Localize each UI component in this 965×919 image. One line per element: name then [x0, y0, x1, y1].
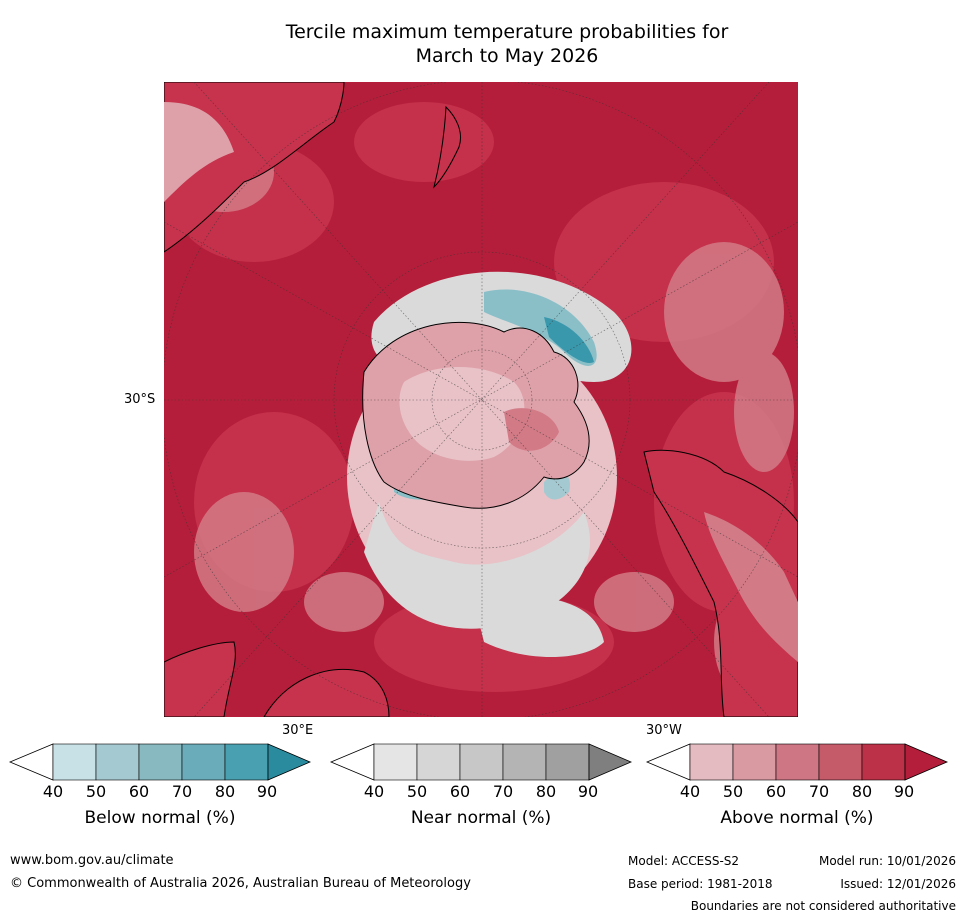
- tick-90: 90: [256, 782, 278, 801]
- colorbar-above-normal-swatches: [645, 743, 949, 781]
- tick-60: 60: [128, 782, 150, 801]
- colorbar-swatch-2: [95, 743, 140, 781]
- map-title: Tercile maximum temperature probabilitie…: [164, 20, 850, 68]
- colorbar-min-triangle: [645, 743, 691, 781]
- map-canvas: [164, 82, 798, 717]
- colorbar-near-normal-ticks: 40 50 60 70 80 90: [331, 782, 631, 802]
- antarctica-east-shade: [504, 408, 559, 451]
- boundaries-disclaimer: Boundaries are not considered authoritat…: [690, 899, 956, 913]
- tick-60: 60: [449, 782, 471, 801]
- colorbar-near-normal-label: Near normal (%): [410, 808, 552, 828]
- tick-90: 90: [893, 782, 915, 801]
- model-run-date: Model run: 10/01/2026: [818, 854, 956, 868]
- longitude-label-30e: 30°E: [282, 723, 314, 738]
- tick-90: 90: [577, 782, 599, 801]
- colorbar-swatch-4: [181, 743, 226, 781]
- colorbar-near-normal-swatches: [329, 743, 633, 781]
- tick-70: 70: [492, 782, 514, 801]
- colorbar-swatch-2: [732, 743, 777, 781]
- copyright-text: © Commonwealth of Australia 2026, Austra…: [10, 876, 471, 891]
- base-period: Base period: 1981-2018: [628, 877, 773, 891]
- model-name: Model: ACCESS-S2: [628, 854, 740, 868]
- website-link[interactable]: www.bom.gov.au/climate: [10, 853, 174, 868]
- colorbar-below-normal-swatches: [8, 743, 312, 781]
- colorbar-min-triangle: [329, 743, 375, 781]
- tick-50: 50: [722, 782, 744, 801]
- colorbar-swatch-3: [459, 743, 504, 781]
- colorbar-swatch-4: [502, 743, 547, 781]
- colorbar-near-normal: [329, 743, 633, 781]
- colorbar-swatch-5: [545, 743, 590, 781]
- colorbar-swatch-3: [775, 743, 820, 781]
- issued-date: Issued: 12/01/2026: [840, 877, 956, 891]
- colorbar-swatch-5: [861, 743, 906, 781]
- tick-40: 40: [363, 782, 385, 801]
- africa-landmass: [164, 641, 236, 717]
- tick-80: 80: [535, 782, 557, 801]
- new-zealand-landmass: [433, 105, 461, 189]
- colorbar-swatch-4: [818, 743, 863, 781]
- colorbar-above-normal-ticks: 40 50 60 70 80 90: [647, 782, 947, 802]
- colorbar-swatch-1: [52, 743, 97, 781]
- tick-40: 40: [42, 782, 64, 801]
- colorbar-above-normal-label: Above normal (%): [720, 808, 874, 828]
- colorbar-below-normal-label: Below normal (%): [84, 808, 236, 828]
- colorbar-below-normal-ticks: 40 50 60 70 80 90: [10, 782, 310, 802]
- tick-60: 60: [765, 782, 787, 801]
- colorbar-swatch-1: [373, 743, 418, 781]
- tick-70: 70: [808, 782, 830, 801]
- australia-interior: [164, 102, 234, 202]
- colorbar-max-triangle: [588, 743, 633, 781]
- title-line-2: March to May 2026: [415, 45, 599, 67]
- colorbar-max-triangle: [904, 743, 949, 781]
- longitude-label-30w: 30°W: [646, 723, 682, 738]
- colorbar-max-triangle: [267, 743, 312, 781]
- colorbar-below-normal: [8, 743, 312, 781]
- graticule: [164, 82, 798, 717]
- tick-50: 50: [85, 782, 107, 801]
- below-normal-area-3: [544, 473, 570, 500]
- south-america-landmass: [643, 449, 798, 717]
- tick-80: 80: [214, 782, 236, 801]
- colorbar-above-normal: [645, 743, 949, 781]
- colorbar-swatch-2: [416, 743, 461, 781]
- probability-map: [164, 82, 798, 717]
- south-america-interior: [704, 512, 798, 662]
- colorbar-min-triangle: [8, 743, 54, 781]
- colorbar-swatch-3: [138, 743, 183, 781]
- tick-40: 40: [679, 782, 701, 801]
- title-line-1: Tercile maximum temperature probabilitie…: [285, 21, 729, 43]
- tick-70: 70: [171, 782, 193, 801]
- latitude-label-30s: 30°S: [124, 392, 156, 407]
- below-normal-core-1: [544, 317, 594, 363]
- near-normal-south-2: [474, 596, 604, 657]
- tick-80: 80: [851, 782, 873, 801]
- antarctica-interior: [399, 367, 525, 461]
- colorbar-swatch-5: [224, 743, 269, 781]
- tick-50: 50: [406, 782, 428, 801]
- colorbar-swatch-1: [689, 743, 734, 781]
- madagascar-region-landmass: [263, 668, 390, 717]
